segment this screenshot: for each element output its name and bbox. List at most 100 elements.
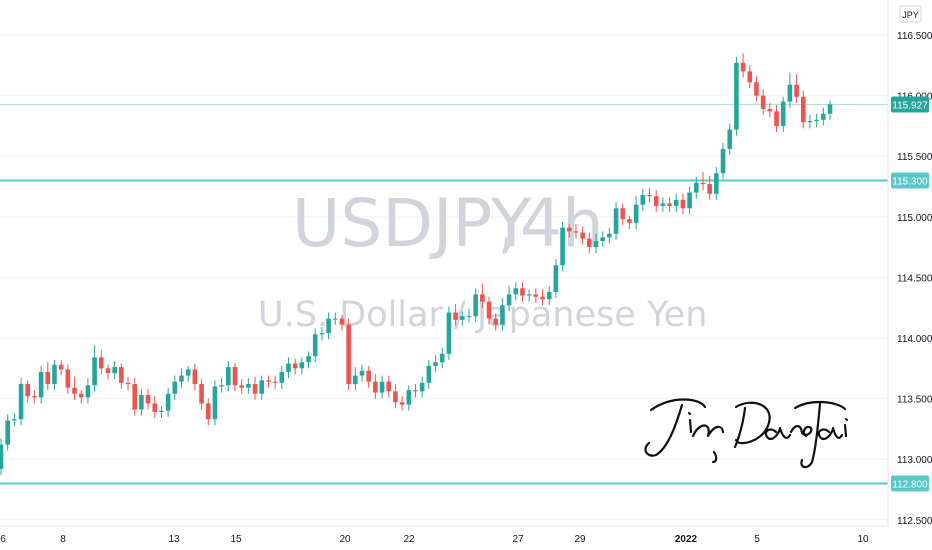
candle-body	[272, 381, 278, 383]
candle-body	[52, 364, 57, 385]
candle-body	[727, 129, 733, 149]
candle-body	[566, 227, 572, 232]
candle-body	[540, 296, 545, 300]
time-tick-label: 6	[0, 534, 6, 545]
candle-body	[640, 194, 646, 205]
signature-logo	[644, 398, 849, 469]
candle-body	[747, 71, 753, 83]
candle-body	[366, 370, 372, 382]
candle-body	[25, 384, 31, 397]
candle-body	[252, 384, 258, 394]
candle-body	[500, 305, 505, 325]
candlestick-series	[0, 53, 833, 475]
candle-body	[266, 380, 271, 382]
candle-body	[246, 384, 251, 388]
candle-body	[419, 382, 425, 392]
candle-body	[687, 192, 692, 209]
candle-body	[607, 233, 612, 238]
candle-body	[292, 363, 298, 369]
candle-body	[112, 367, 117, 374]
candle-body	[734, 62, 739, 130]
candle-body	[185, 369, 191, 376]
candle-body	[226, 367, 231, 386]
candle-body	[132, 384, 138, 410]
candle-body	[680, 199, 686, 209]
candle-body	[125, 382, 131, 385]
candle-body	[480, 294, 485, 302]
candle-body	[667, 203, 672, 206]
time-tick-label: 13	[168, 534, 180, 545]
candle-body	[373, 381, 378, 393]
candle-body	[172, 381, 178, 394]
candle-body	[159, 410, 164, 412]
candle-body	[466, 316, 472, 318]
candle-body	[65, 369, 71, 388]
horizontal-levels[interactable]	[0, 103, 888, 485]
candle-body	[72, 387, 77, 394]
price-tick-label: 112.500	[897, 516, 932, 527]
candle-body	[620, 208, 626, 220]
candle-body	[413, 390, 418, 392]
candle-body	[85, 385, 91, 398]
candle-body	[513, 288, 519, 295]
candle-body	[232, 367, 238, 386]
last-price-label: 115.927	[892, 100, 928, 111]
candle-body	[58, 364, 64, 370]
candle-body	[359, 370, 365, 376]
candle-body	[627, 219, 632, 223]
candle-body	[92, 357, 97, 386]
level-price-label: 115.300	[892, 176, 928, 187]
candle-body	[767, 108, 773, 112]
level-price-label: 112.800	[892, 479, 928, 490]
candle-body	[827, 104, 833, 114]
candle-body	[647, 194, 652, 197]
price-tick-label: 114.500	[897, 273, 932, 284]
candle-body	[339, 318, 345, 325]
candle-body	[38, 371, 44, 398]
candle-body	[807, 121, 813, 123]
candle-body	[319, 333, 325, 335]
candle-body	[800, 96, 806, 123]
candle-body	[45, 371, 51, 385]
candle-body	[192, 369, 198, 385]
currency-badge[interactable]: JPY	[899, 5, 922, 23]
candle-body	[0, 444, 4, 469]
candle-body	[714, 173, 719, 194]
last-price-badge	[891, 96, 929, 113]
time-tick-label: 20	[339, 534, 351, 545]
candle-body	[332, 318, 338, 320]
candle-body	[98, 357, 104, 369]
candle-body	[119, 367, 124, 383]
price-tick-label: 116.500	[897, 31, 932, 42]
time-axis[interactable]: 6 8 13 15 20 22 27 29 2022 5 10	[0, 534, 869, 545]
candle-body	[386, 381, 392, 392]
candle-body	[787, 84, 793, 102]
candle-body	[105, 368, 111, 374]
candle-body	[212, 386, 218, 420]
candle-body	[506, 294, 512, 306]
candle-body	[379, 381, 385, 393]
currency-badge-box	[899, 5, 922, 23]
time-tick-label: 29	[574, 534, 586, 545]
candle-body	[299, 362, 305, 369]
candle-body	[399, 402, 405, 405]
candle-body	[453, 312, 458, 320]
candle-body	[179, 375, 184, 382]
candle-body	[18, 384, 24, 420]
candle-body	[587, 238, 592, 248]
candle-body	[473, 294, 478, 317]
candle-body	[600, 237, 605, 242]
candle-body	[205, 403, 211, 420]
candle-body	[219, 385, 224, 387]
candle-body	[546, 291, 552, 300]
candle-body	[780, 101, 786, 126]
price-tick-label: 113.500	[897, 395, 932, 406]
candle-body	[693, 182, 699, 193]
candle-body	[279, 371, 285, 383]
candle-body	[653, 196, 659, 206]
candle-body	[774, 111, 779, 126]
time-tick-label: 10	[857, 534, 869, 545]
candle-body	[660, 203, 666, 206]
